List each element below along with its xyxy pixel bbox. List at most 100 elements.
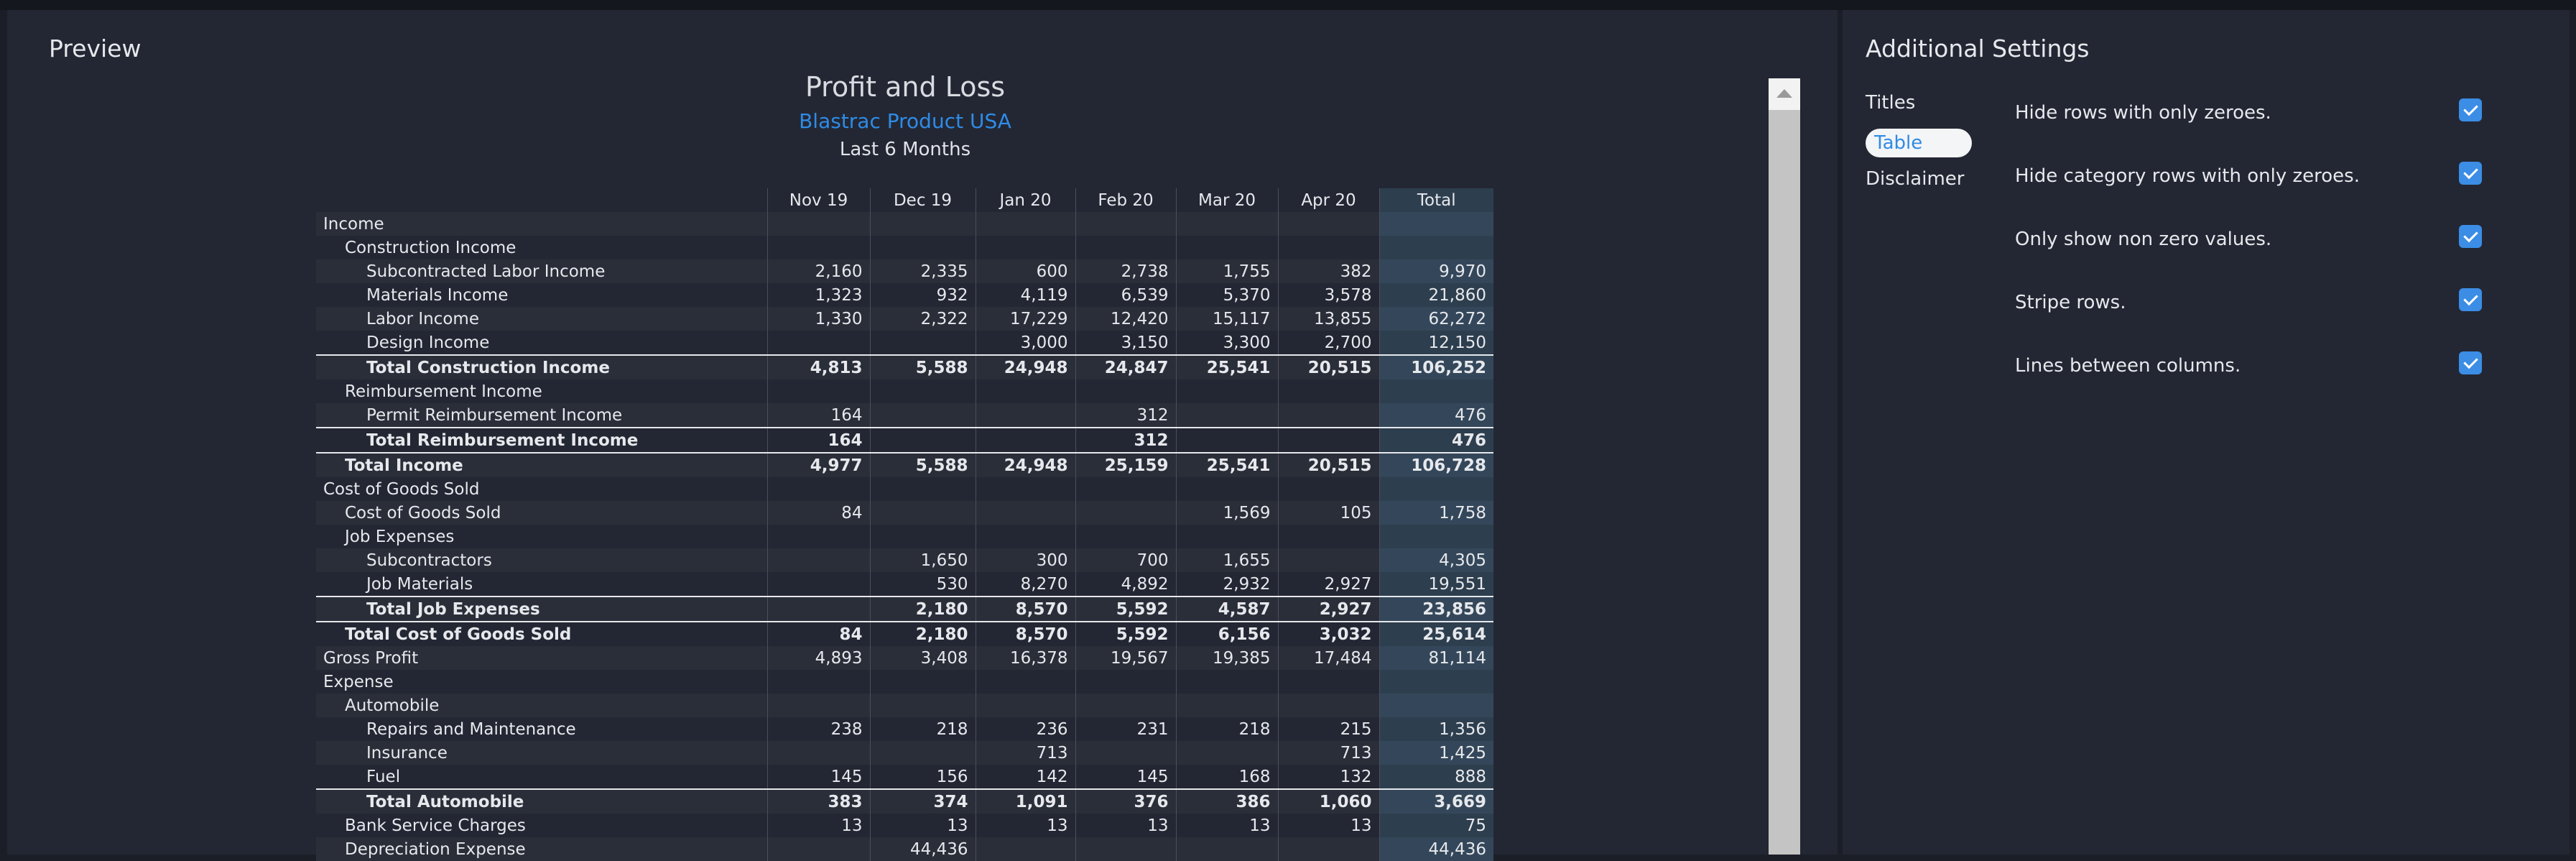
value-cell — [1175, 741, 1278, 765]
value-cell — [869, 501, 976, 525]
value-cell: 2,160 — [766, 259, 870, 283]
value-cell — [975, 525, 1075, 548]
value-cell — [1277, 379, 1379, 403]
value-cell: 3,300 — [1175, 331, 1278, 355]
value-cell: 84 — [766, 621, 870, 646]
value-cell: 62,272 — [1379, 307, 1493, 331]
value-cell: 3,150 — [1075, 331, 1176, 355]
value-cell: 13,855 — [1277, 307, 1379, 331]
value-cell: 44,436 — [869, 837, 976, 861]
value-cell — [1075, 670, 1176, 694]
value-cell: 1,758 — [1379, 501, 1493, 525]
panel-divider — [1838, 10, 1843, 855]
profit-loss-table: Nov 19 Dec 19 Jan 20 Feb 20 Mar 20 Apr 20 Tota… — [316, 188, 1493, 861]
tab-titles[interactable]: Titles — [1866, 92, 1916, 114]
value-cell: 84 — [766, 501, 870, 525]
value-cell — [1277, 694, 1379, 717]
value-cell: 16,378 — [975, 646, 1075, 670]
value-cell — [1277, 525, 1379, 548]
value-cell: 1,425 — [1379, 741, 1493, 765]
value-cell — [1075, 501, 1176, 525]
row-label: Expense — [323, 672, 394, 691]
row-label: Permit Reimbursement Income — [316, 403, 767, 428]
table-row: Automobile — [316, 694, 1493, 717]
value-cell — [1277, 548, 1379, 572]
report-company: Blastrac Product USA — [799, 109, 1011, 133]
value-cell — [1075, 741, 1176, 765]
value-cell: 312 — [1075, 427, 1176, 453]
value-cell: 13 — [1075, 814, 1176, 837]
value-cell — [1075, 837, 1176, 861]
value-cell — [869, 212, 976, 236]
option-hide-zero-rows-checkbox[interactable] — [2459, 98, 2482, 121]
value-cell: 530 — [869, 572, 976, 597]
value-cell: 4,892 — [1075, 572, 1176, 597]
row-label: Subcontractors — [316, 548, 767, 572]
value-cell: 376 — [1075, 788, 1176, 814]
option-column-lines-checkbox[interactable] — [2459, 351, 2482, 374]
value-cell — [975, 403, 1075, 428]
value-cell: 2,932 — [1175, 572, 1278, 597]
value-cell — [766, 379, 870, 403]
table-row: Design Income 3,000 3,150 3,300 2,700 12,150 — [316, 331, 1493, 355]
row-label: Depreciation Expense — [316, 837, 767, 861]
value-cell: 4,305 — [1379, 548, 1493, 572]
option-non-zero-values-checkbox[interactable] — [2459, 225, 2482, 248]
value-cell: 106,728 — [1379, 452, 1493, 477]
value-cell — [1379, 379, 1493, 403]
report-title: Profit and Loss — [805, 71, 1006, 103]
tab-table[interactable]: Table — [1866, 129, 1972, 157]
option-column-lines-label: Lines between columns. — [2015, 355, 2241, 377]
value-cell: 5,592 — [1075, 596, 1176, 622]
value-cell: 105 — [1277, 501, 1379, 525]
value-cell: 386 — [1175, 788, 1278, 814]
table-row: Total Automobile 383 374 1,091 376 386 1,060 3,… — [316, 788, 1493, 814]
value-cell — [766, 741, 870, 765]
value-cell — [766, 548, 870, 572]
preview-title: Preview — [49, 34, 142, 63]
value-cell — [869, 477, 976, 501]
value-cell — [766, 525, 870, 548]
value-cell: 168 — [1175, 765, 1278, 789]
value-cell: 25,614 — [1379, 621, 1493, 646]
row-label: Total Automobile — [316, 788, 767, 814]
value-cell: 24,948 — [975, 452, 1075, 477]
value-cell: 15,117 — [1175, 307, 1278, 331]
row-label: Repairs and Maintenance — [366, 719, 576, 739]
option-stripe-rows-checkbox[interactable] — [2459, 288, 2482, 311]
value-cell — [1277, 427, 1379, 453]
value-cell — [766, 572, 870, 597]
value-cell — [766, 331, 870, 355]
option-hide-zero-category-rows-checkbox[interactable] — [2459, 162, 2482, 185]
column-header: Nov 19 — [766, 188, 870, 212]
table-row: Total Income 4,977 5,588 24,948 25,159 25,541… — [316, 452, 1493, 477]
table-header-row: Nov 19 Dec 19 Jan 20 Feb 20 Mar 20 Apr 20 Tota… — [316, 188, 1493, 212]
value-cell: 25,541 — [1175, 354, 1278, 379]
value-cell: 75 — [1379, 814, 1493, 837]
value-cell — [869, 741, 976, 765]
table-row: Job Expenses — [316, 525, 1493, 548]
value-cell: 2,738 — [1075, 259, 1176, 283]
value-cell: 476 — [1379, 427, 1493, 453]
row-label: Total Cost of Goods Sold — [316, 621, 767, 646]
scrollbar-track[interactable] — [1769, 78, 1800, 855]
table-row: Subcontractors 1,650 300 700 1,655 4,305 — [316, 548, 1493, 572]
table-row: Insurance 713 713 1,425 — [316, 741, 1493, 765]
column-header: Jan 20 — [975, 188, 1075, 212]
row-label: Job Materials — [366, 574, 473, 594]
row-label: Reimbursement Income — [345, 382, 542, 401]
value-cell — [1379, 212, 1493, 236]
value-cell — [1379, 694, 1493, 717]
value-cell — [1175, 236, 1278, 259]
value-cell: 300 — [975, 548, 1075, 572]
value-cell — [869, 694, 976, 717]
row-label: Bank Service Charges — [345, 816, 526, 835]
table-row: Materials Income 1,323 932 4,119 6,539 5,370 3… — [316, 283, 1493, 307]
value-cell — [766, 694, 870, 717]
value-cell — [975, 670, 1075, 694]
value-cell: 24,948 — [975, 354, 1075, 379]
value-cell — [766, 670, 870, 694]
value-cell — [1379, 236, 1493, 259]
tab-disclaimer[interactable]: Disclaimer — [1866, 168, 1965, 190]
value-cell: 218 — [1175, 717, 1278, 741]
